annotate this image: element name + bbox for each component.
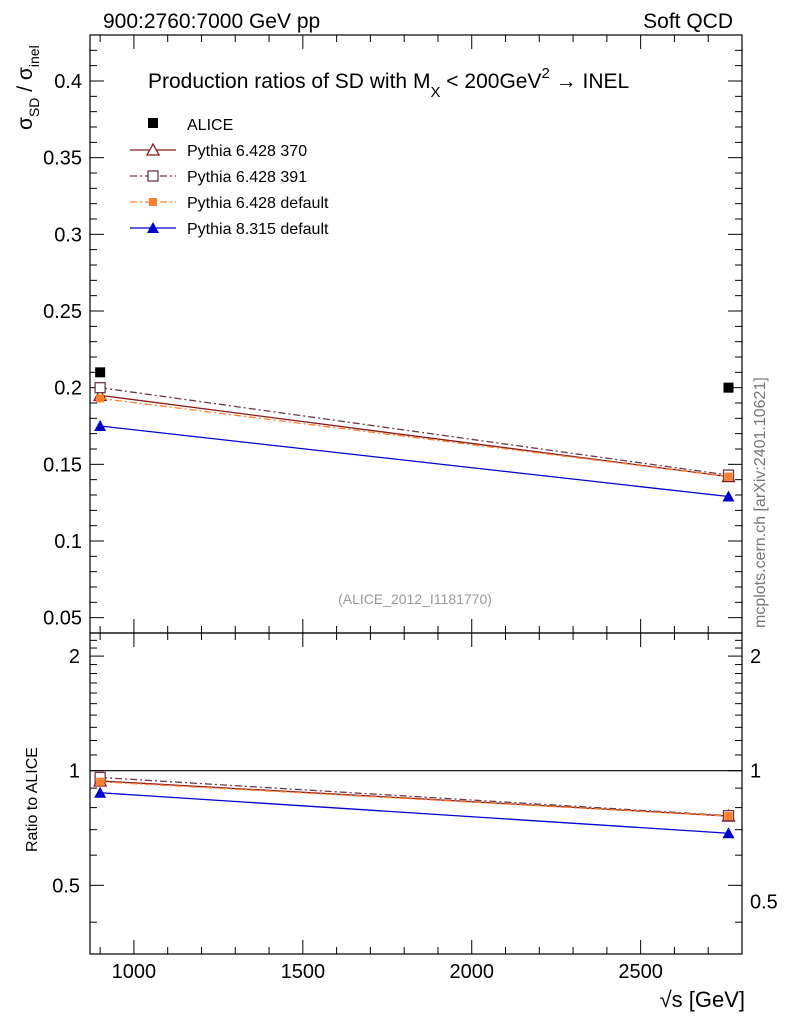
main-point-pythia-6-428-default (96, 394, 105, 403)
ratio-point-pythia-6-428-default (96, 777, 105, 786)
main-y-tick-label: 0.3 (54, 224, 82, 246)
legend-label-pythia6-391: Pythia 6.428 391 (187, 169, 307, 186)
ratio-y-axis-label: Ratio to ALICE (24, 747, 41, 852)
main-point-pythia-8-315-default (94, 420, 107, 431)
main-title: Production ratios of SD with MX < 200GeV… (148, 65, 629, 101)
x-tick-label: 2000 (449, 961, 494, 983)
legend-marker-alice (148, 118, 158, 128)
main-y-tick-label: 0.25 (43, 301, 82, 323)
legend-label-alice: ALICE (187, 117, 233, 134)
main-series-line-pythia-6-428-391 (100, 387, 729, 476)
ratio-series-line-pythia-8-315-default (100, 792, 729, 834)
x-tick-label: 1000 (112, 961, 157, 983)
legend-label-pythia6-370: Pythia 6.428 370 (187, 143, 307, 160)
ratio-y-tick-label-right: 0.5 (750, 891, 778, 913)
main-y-tick-label: 0.4 (54, 71, 82, 93)
legend: ALICE Pythia 6.428 370 Pythia 6.428 391 … (130, 117, 329, 238)
x-tick-label: 2500 (618, 961, 663, 983)
main-series-line-pythia-6-428-default (100, 397, 729, 478)
main-point-alice (723, 382, 734, 393)
watermark: (ALICE_2012_I1181770) (338, 591, 492, 607)
legend-label-pythia8-default: Pythia 8.315 default (187, 221, 329, 238)
legend-label-pythia6-default: Pythia 6.428 default (187, 195, 329, 212)
main-point-pythia-6-428-default (724, 472, 733, 481)
legend-marker-pythia6-default (149, 198, 157, 206)
x-tick-label: 1500 (281, 961, 326, 983)
main-y-tick-label: 0.05 (43, 608, 82, 630)
header-left: 900:2760:7000 GeV pp (103, 10, 320, 33)
ratio-plot-frame (89, 632, 743, 955)
ratio-y-tick-label-right: 2 (750, 646, 761, 668)
main-point-alice (95, 367, 106, 378)
legend-marker-pythia8-default (147, 222, 159, 233)
legend-marker-pythia6-391 (147, 170, 159, 182)
main-y-tick-label: 0.2 (54, 378, 82, 400)
x-axis-label: √s [GeV] (660, 987, 745, 1012)
ratio-point-pythia-6-428-default (724, 812, 733, 821)
main-point-pythia-8-315-default (722, 490, 735, 502)
chart-marks: 0.05 0.1 0.15 0.2 0.25 0.3 0.35 0.4 1000 1500 2000… (43, 34, 778, 983)
main-y-tick-label: 0.1 (54, 531, 82, 553)
ratio-y-tick-label-right: 1 (750, 761, 761, 783)
ratio-point-pythia-8-315-default (722, 827, 735, 839)
main-y-tick-label: 0.35 (43, 148, 82, 170)
main-y-tick-label: 0.15 (43, 454, 82, 476)
main-series-line-pythia-8-315-default (100, 425, 729, 498)
ratio-series-line-pythia-6-428-370 (100, 780, 729, 817)
ratio-point-pythia-8-315-default (94, 786, 107, 798)
main-y-axis-label: σSD / σinel (14, 45, 42, 130)
ratio-y-tick-label-left: 0.5 (52, 875, 80, 897)
main-point-pythia-6-428-391 (94, 382, 106, 394)
legend-marker-pythia6-370 (145, 142, 161, 156)
side-label: mcplots.cern.ch [arXiv:2401.10621] (752, 377, 769, 628)
header-right: Soft QCD (643, 10, 733, 33)
ratio-series-line-pythia-6-428-391 (100, 776, 729, 817)
ratio-y-tick-label-left: 2 (69, 646, 80, 668)
ratio-y-tick-label-left: 1 (69, 761, 80, 783)
